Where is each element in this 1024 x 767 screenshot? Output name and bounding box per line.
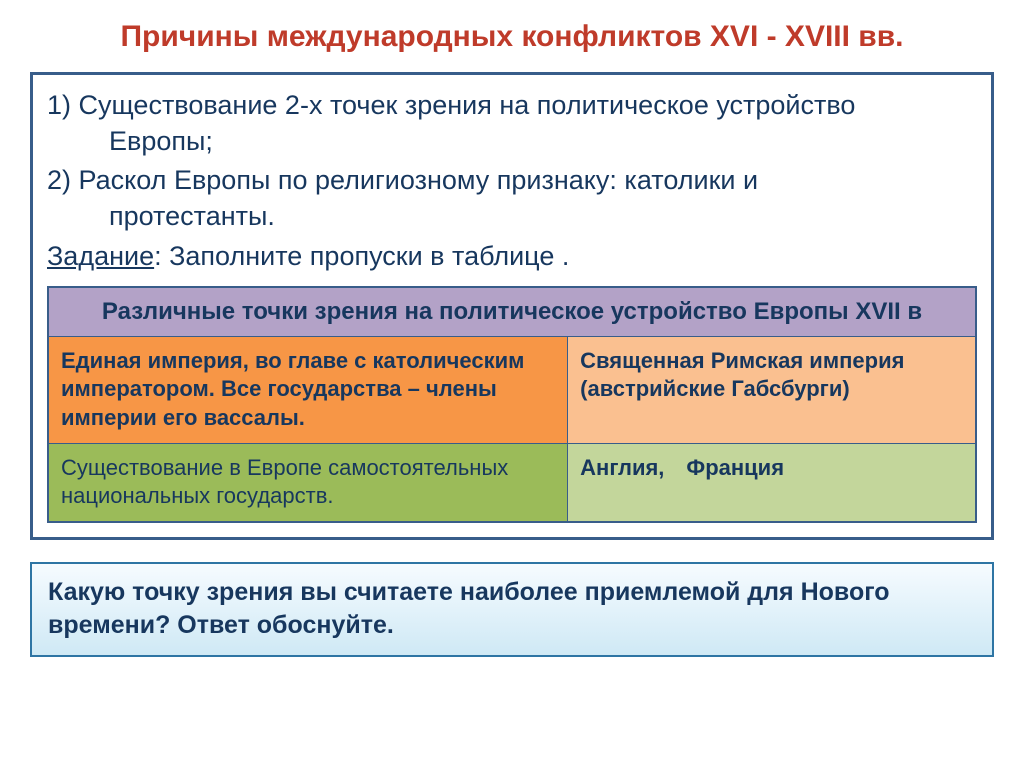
task-label: Задание — [47, 241, 154, 271]
reason-1-cont: Европы; — [47, 123, 977, 159]
reason-2-number: 2) — [47, 165, 79, 195]
task-rest: : Заполните пропуски в таблице . — [154, 241, 569, 271]
reason-1-text: Существование 2-х точек зрения на полити… — [79, 90, 856, 120]
table-row: Существование в Европе самостоятельных н… — [48, 443, 976, 522]
reason-2-cont: протестанты. — [47, 198, 977, 234]
viewpoint-2-state: Англия, Франция — [568, 443, 976, 522]
reason-2: 2) Раскол Европы по религиозному признак… — [47, 162, 977, 235]
table-row: Единая империя, во главе с католическим … — [48, 336, 976, 443]
viewpoint-1-desc: Единая империя, во главе с католическим … — [48, 336, 568, 443]
viewpoint-2-desc: Существование в Европе самостоятельных н… — [48, 443, 568, 522]
task-line: Задание: Заполните пропуски в таблице . — [47, 241, 977, 272]
reason-1: 1) Существование 2-х точек зрения на пол… — [47, 87, 977, 160]
state-england: Англия, — [580, 455, 664, 480]
viewpoint-1-state: Священная Римская империя (австрийские Г… — [568, 336, 976, 443]
question-box: Какую точку зрения вы считаете наиболее … — [30, 562, 994, 658]
state-france: Франция — [686, 455, 784, 480]
page-title: Причины международных конфликтов XVI - X… — [30, 20, 994, 54]
main-content-box: 1) Существование 2-х точек зрения на пол… — [30, 72, 994, 540]
reason-1-number: 1) — [47, 90, 79, 120]
viewpoints-table: Различные точки зрения на политическое у… — [47, 286, 977, 523]
table-header: Различные точки зрения на политическое у… — [48, 287, 976, 337]
reason-2-text: Раскол Европы по религиозному признаку: … — [79, 165, 759, 195]
